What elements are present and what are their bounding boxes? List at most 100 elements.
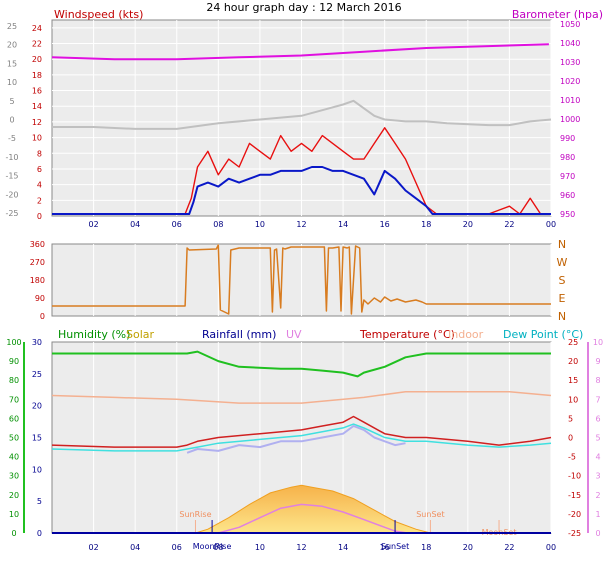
wind-panel-x-tick: 08 [213, 220, 223, 229]
uv-legend: UV [286, 328, 302, 341]
humidity-legend: Humidity (%) [58, 328, 130, 341]
uv-tick: 6 [595, 414, 600, 423]
indoor-legend: Indoor [448, 328, 484, 341]
uv-line [195, 503, 408, 534]
windspeed-tick: 18 [32, 71, 42, 80]
direction-degree-tick: 90 [35, 294, 45, 303]
compass-tick: W [557, 256, 568, 269]
temp-scale-tick: -20 [5, 190, 18, 199]
temp-scale-tick: 0 [9, 116, 14, 125]
temp-scale-tick: -5 [8, 134, 16, 143]
wind-panel-x-tick: 04 [130, 220, 140, 229]
barometer-tick: 980 [560, 153, 575, 162]
rainfall-tick: 15 [32, 434, 42, 443]
barometer-tick: 950 [560, 210, 575, 219]
wind_avg-line [52, 166, 551, 215]
humidity-tick: 50 [9, 434, 19, 443]
direction-degree-tick: 180 [30, 276, 45, 285]
barometer-tick: 990 [560, 134, 575, 143]
barometer-tick: 1040 [560, 39, 580, 48]
windspeed-tick: 20 [32, 55, 42, 64]
climate-panel-x-tick: 02 [88, 543, 98, 552]
temperature-tick: -15 [568, 491, 581, 500]
dew_point-line [51, 423, 552, 452]
wind-panel-x-tick: 06 [172, 220, 182, 229]
compass-tick: S [559, 274, 566, 287]
humidity-tick: 100 [6, 338, 21, 347]
windspeed-tick: 12 [32, 118, 42, 127]
temperature-tick: -25 [568, 529, 581, 538]
climate-panel-x-tick: 16 [380, 543, 390, 552]
temperature-tick: -10 [568, 472, 581, 481]
wind-direction-line [52, 244, 551, 315]
uv-tick: 10 [593, 338, 603, 347]
humidity-tick: 80 [9, 376, 19, 385]
uv-tick: 2 [595, 491, 600, 500]
uv-tick: 1 [595, 510, 600, 519]
temp-scale-tick: -15 [5, 172, 18, 181]
rainfall-legend: Rainfall (mm) [202, 328, 276, 341]
rainfall-tick: 25 [32, 370, 42, 379]
temperature-tick: 20 [568, 357, 578, 366]
climate-panel-x-tick: 18 [421, 543, 431, 552]
barometer-tick: 1010 [560, 96, 580, 105]
climate-panel-x-tick: 08 [213, 543, 223, 552]
direction-degree-tick: 0 [40, 312, 45, 321]
windspeed-tick: 14 [32, 102, 42, 111]
rainfall-tick: 5 [37, 497, 42, 506]
climate-panel-x-tick: 14 [338, 543, 348, 552]
barometer-tick: 1000 [560, 115, 580, 124]
windspeed-tick: 10 [32, 134, 42, 143]
temperature-tick: 15 [568, 376, 578, 385]
humidity-tick: 0 [11, 529, 16, 538]
barometer-line [51, 43, 549, 61]
temp-scale-tick: 5 [9, 97, 14, 106]
temperature-tick: 0 [568, 434, 573, 443]
compass-tick: N [558, 238, 566, 251]
windspeed-tick: 0 [37, 212, 42, 221]
uv-tick: 7 [595, 395, 600, 404]
barometer-tick: 1030 [560, 58, 580, 67]
uv-tick: 0 [595, 529, 600, 538]
temp-scale-tick: 25 [7, 22, 17, 31]
rainfall-tick: 10 [32, 465, 42, 474]
temp-scale-tick: 20 [7, 41, 17, 50]
apparent-line [186, 425, 406, 454]
climate-panel-x-tick: 10 [255, 543, 265, 552]
climate-panel-x-tick: 20 [463, 543, 473, 552]
rainfall-tick: 20 [32, 402, 42, 411]
climate-panel-x-tick: 06 [172, 543, 182, 552]
temperature-tick: -5 [568, 453, 576, 462]
humidity-tick: 60 [9, 414, 19, 423]
direction-degree-tick: 270 [30, 258, 45, 267]
uv-tick: 8 [595, 376, 600, 385]
event-label: MoonRise [193, 542, 232, 551]
direction-degree-tick: 360 [30, 240, 45, 249]
barometer-tick: 970 [560, 172, 575, 181]
temperature-tick: -20 [568, 510, 581, 519]
wind-panel-x-tick: 18 [421, 220, 431, 229]
temp-scale-tick: -10 [5, 153, 18, 162]
rainfall-tick: 30 [32, 338, 42, 347]
wind-panel-x-tick: 22 [504, 220, 514, 229]
humidity-line [52, 350, 551, 378]
temp-scale-tick: 10 [7, 78, 17, 87]
solar-legend: Solar [126, 328, 155, 341]
humidity-tick: 30 [9, 472, 19, 481]
barometer-axis-title: Barometer (hpa) [512, 8, 603, 21]
humidity-tick: 40 [9, 453, 19, 462]
barometer-tick: 1020 [560, 77, 580, 86]
windspeed-tick: 2 [37, 196, 42, 205]
windspeed-tick: 22 [32, 40, 42, 49]
humidity-tick: 70 [9, 395, 19, 404]
compass-tick: N [558, 310, 566, 323]
indoor-line [51, 390, 552, 404]
windspeed-axis-title: Windspeed (kts) [54, 8, 143, 21]
event-label: SunSet [381, 542, 409, 551]
wind-panel-x-tick: 12 [296, 220, 306, 229]
temperature-legend: Temperature (°C) [359, 328, 455, 341]
compass-tick: E [559, 292, 566, 305]
uv-tick: 5 [595, 434, 600, 443]
climate-panel-x-tick: 00 [546, 543, 556, 552]
